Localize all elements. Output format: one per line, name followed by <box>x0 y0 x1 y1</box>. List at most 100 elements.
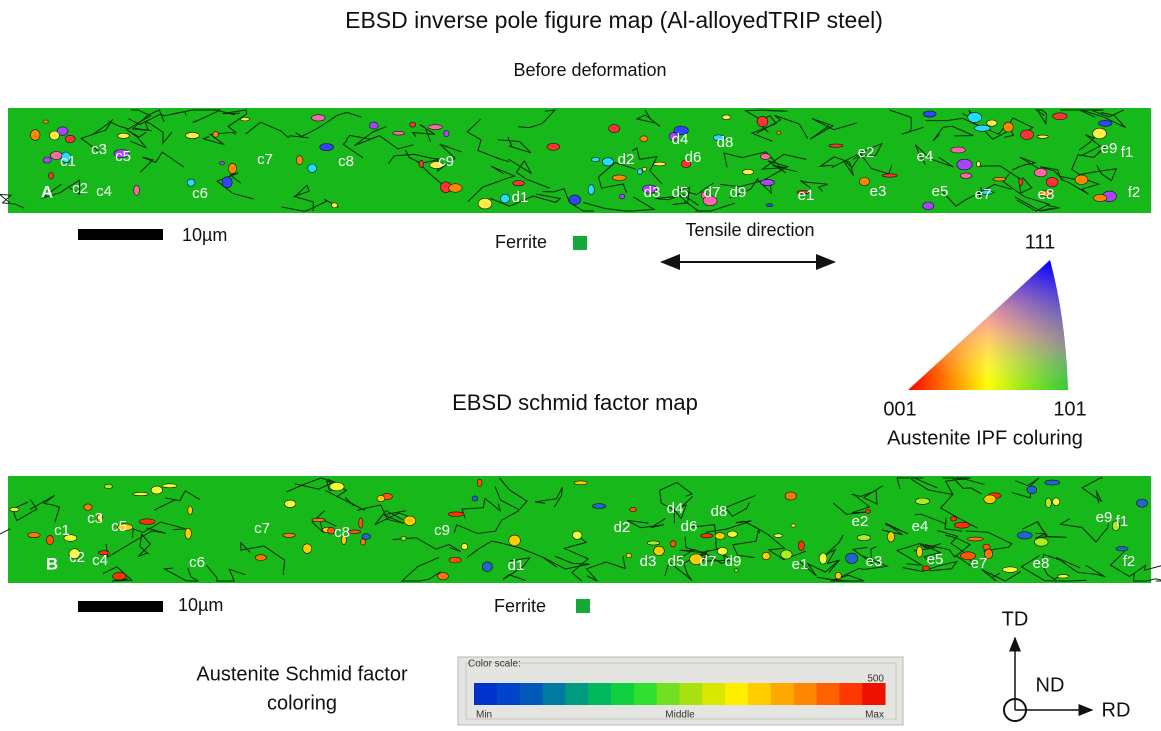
legend-label: Ferrite <box>494 596 546 616</box>
scale-step <box>680 683 703 705</box>
scale-step <box>520 683 543 705</box>
austenite-grain <box>1137 499 1148 507</box>
austenite-grain <box>449 184 463 193</box>
austenite-grain <box>1093 128 1107 139</box>
austenite-grain <box>104 484 112 488</box>
scale-step <box>725 683 748 705</box>
figure: EBSD inverse pole figure map (Al-alloyed… <box>0 0 1161 731</box>
austenite-grain <box>241 118 250 121</box>
austenite-grain <box>984 495 996 504</box>
subtitle: Before deformation <box>513 60 666 80</box>
austenite-grain <box>569 195 581 205</box>
austenite-grain <box>43 120 48 123</box>
grain-label: e2 <box>858 144 875 161</box>
tensile-label: Tensile direction <box>685 220 814 240</box>
austenite-grain <box>222 177 232 188</box>
schmid-caption: coloring <box>267 692 337 714</box>
grain-label: f1 <box>1116 513 1129 530</box>
grain-label: c4 <box>96 183 112 200</box>
scale-step <box>771 683 794 705</box>
scale-step <box>611 683 634 705</box>
grain-label: c3 <box>87 510 103 527</box>
austenite-grain <box>393 131 405 135</box>
austenite-grain <box>1021 130 1034 140</box>
austenite-grain <box>766 204 772 207</box>
austenite-grain <box>968 112 982 122</box>
austenite-grain <box>361 539 366 545</box>
austenite-grain <box>612 175 626 181</box>
grain-label: c6 <box>189 554 205 571</box>
scale-step <box>839 683 862 705</box>
scale-step <box>588 683 611 705</box>
austenite-grain <box>960 173 971 179</box>
austenite-grain <box>312 518 325 521</box>
grain-label: c3 <box>91 141 107 158</box>
austenite-grain <box>428 125 442 130</box>
austenite-grain <box>49 173 54 180</box>
austenite-grain <box>404 516 416 526</box>
grain-label: c9 <box>434 522 450 539</box>
austenite-grain <box>715 533 725 540</box>
grain-label: f2 <box>1128 184 1141 201</box>
ipf-corner: 101 <box>1053 398 1086 420</box>
austenite-grain <box>951 147 966 153</box>
grain-label: e2 <box>852 513 869 530</box>
grain-label: c7 <box>254 520 270 537</box>
schmid-map: c1c3c5c2c4c6c7c8c9d1d2d4d6d8d3d5d7d9e1e2… <box>0 476 1161 583</box>
grain-label: f1 <box>1121 144 1134 161</box>
grain-label: c2 <box>69 549 85 566</box>
austenite-grain <box>647 541 660 545</box>
grain-label: e3 <box>866 553 883 570</box>
austenite-grain <box>957 159 972 170</box>
austenite-grain <box>401 536 406 540</box>
austenite-grain <box>1035 538 1049 546</box>
grain-label: c2 <box>72 180 88 197</box>
grain-label: d9 <box>725 553 742 570</box>
grain-label: d2 <box>618 151 635 168</box>
scale-min: Min <box>476 710 492 721</box>
scale-bar <box>78 601 163 612</box>
austenite-grain <box>846 553 858 563</box>
austenite-grain <box>574 481 587 485</box>
austenite-grain <box>923 202 934 210</box>
austenite-grain <box>829 144 843 147</box>
austenite-grain <box>139 519 155 525</box>
austenite-grain <box>1116 547 1128 551</box>
austenite-grain <box>303 544 312 554</box>
austenite-grain <box>974 125 990 131</box>
page: {"header": {"title": "EBSD inverse pole … <box>0 0 1161 731</box>
austenite-grain <box>461 544 468 550</box>
scale-max-value: 500 <box>867 674 884 685</box>
austenite-grain <box>591 158 600 162</box>
austenite-grain <box>1045 498 1051 508</box>
austenite-grain <box>500 194 509 203</box>
ipf-triangle <box>908 260 1068 390</box>
grain-label: e7 <box>975 186 992 203</box>
title: EBSD inverse pole figure map (Al-alloyed… <box>345 7 883 33</box>
legend-label: Ferrite <box>495 232 547 252</box>
austenite-grain <box>798 541 804 551</box>
austenite-grain <box>967 537 983 541</box>
austenite-grain <box>950 517 956 521</box>
austenite-grain <box>513 181 525 186</box>
austenite-grain <box>701 534 713 538</box>
austenite-grain <box>472 496 478 501</box>
ipf-map: c1c3c5c2c4c6c7c8c9d1d2d4d6d8d3d5d7d9e1e2… <box>0 108 1151 213</box>
austenite-grain <box>162 484 177 488</box>
schmid-caption: Austenite Schmid factor <box>196 663 408 685</box>
austenite-grain <box>1075 175 1088 185</box>
grain-label: d6 <box>685 149 702 166</box>
grain-label: e1 <box>792 556 809 573</box>
scale-step <box>543 683 566 705</box>
austenite-grain <box>331 203 337 208</box>
axis-label: ND <box>1036 674 1065 696</box>
grain-label: d2 <box>614 519 631 536</box>
austenite-grain <box>1019 178 1023 185</box>
austenite-grain <box>626 553 631 558</box>
scale-bar-label: 10µm <box>178 595 223 615</box>
austenite-grain <box>915 498 929 504</box>
grain-label: d4 <box>672 131 689 148</box>
austenite-grain <box>10 508 19 512</box>
grain-label: d3 <box>640 553 657 570</box>
austenite-grain <box>642 167 646 171</box>
